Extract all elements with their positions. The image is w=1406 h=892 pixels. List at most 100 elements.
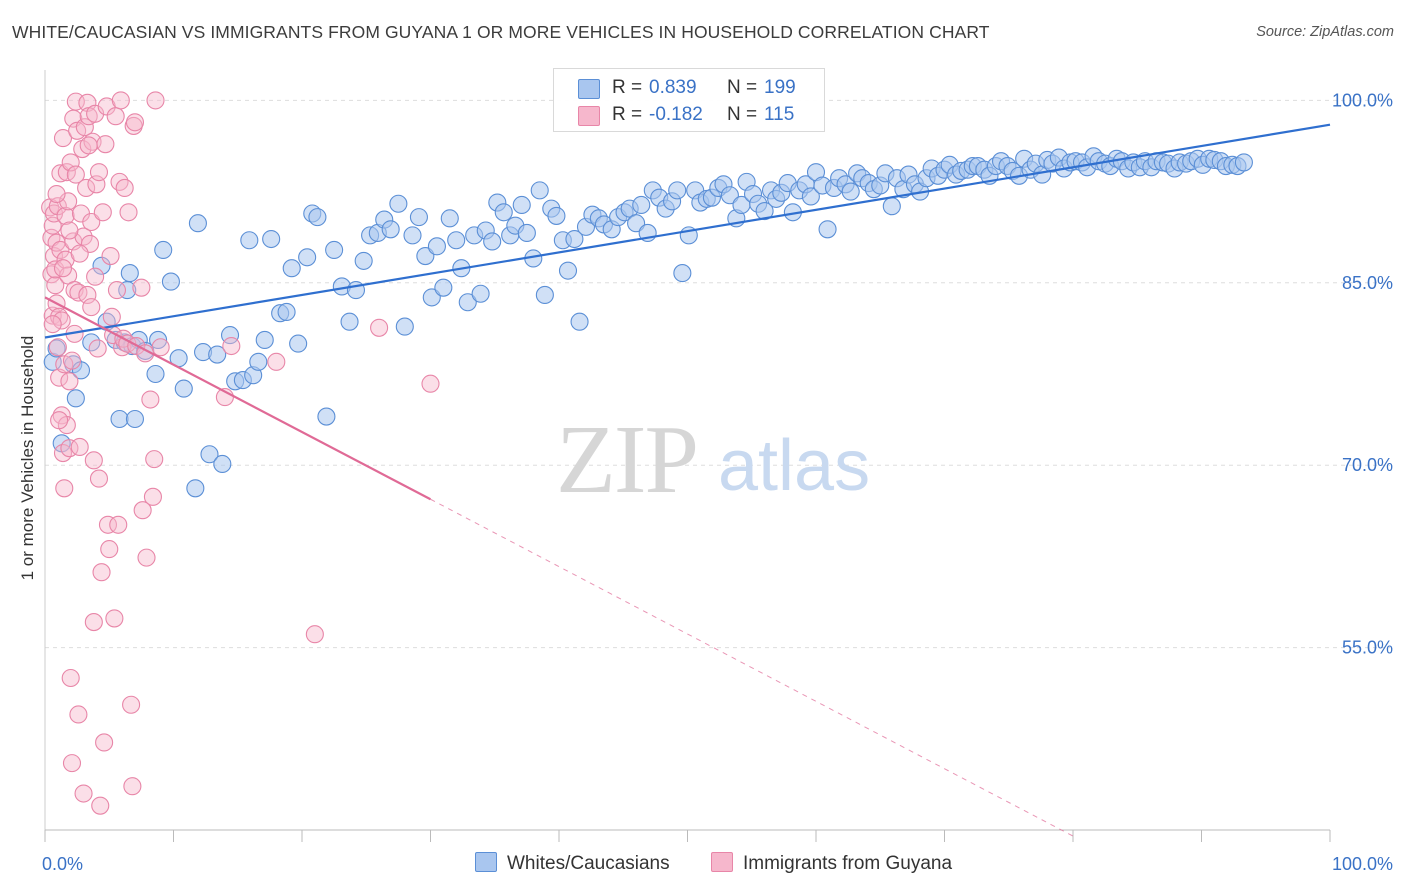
point-guyana [66,92,85,111]
legend-r-value: -0.182 [649,104,703,125]
chart-title: WHITE/CAUCASIAN VS IMMIGRANTS FROM GUYAN… [12,22,990,42]
point-guyana [421,374,440,393]
point-whites [818,220,837,239]
point-whites [801,187,820,206]
point-whites [66,389,85,408]
point-guyana [53,259,73,278]
trend-lines [44,123,1331,837]
point-guyana [267,352,286,371]
x-tick-label: 100.0% [1332,854,1393,874]
point-whites [755,202,774,221]
point-guyana [92,563,111,582]
point-whites [416,246,435,266]
bottom-legend-swatch-pink [711,852,733,872]
legend-n-value: 199 [764,77,796,98]
point-whites [289,334,308,353]
point-whites [440,209,459,228]
point-guyana [102,307,121,326]
point-guyana [146,91,165,110]
point-guyana [78,285,97,305]
point-whites [494,203,513,222]
point-guyana [47,184,66,204]
point-whites [547,206,566,225]
point-guyana [61,668,80,688]
point-whites [447,231,466,250]
bottom-legend-label-guyana: Immigrants from Guyana [743,853,953,874]
point-guyana [79,136,98,155]
legend-r-label: R = [612,77,643,98]
point-guyana [125,113,144,132]
y-tick-label: 100.0% [1332,90,1393,110]
point-guyana [50,411,69,430]
point-whites [249,352,268,371]
y-tick-label: 85.0% [1342,273,1393,293]
point-whites [841,182,860,201]
series-guyana-points [41,91,440,815]
source-credit: Source: ZipAtlas.com [1256,24,1394,40]
point-guyana [98,515,118,534]
point-guyana [137,548,156,567]
point-whites [262,229,281,249]
point-guyana [84,451,103,470]
point-guyana [100,540,119,559]
point-guyana [66,165,85,184]
point-whites [282,259,301,278]
trend-line-guyana [44,296,432,501]
watermark-zip: ZIP [556,406,697,514]
point-whites [149,330,168,350]
correlation-legend: R = 0.839 N = 199 R = -0.182 N = 115 [553,68,825,132]
point-whites [627,214,646,233]
legend-swatch-pink [578,106,600,126]
point-guyana [55,479,74,498]
bottom-legend-whites: Whites/Caucasians [475,852,670,875]
point-guyana [70,244,89,263]
point-guyana [74,784,93,803]
point-whites [71,361,91,380]
point-guyana [93,203,112,222]
point-whites [161,272,180,291]
point-guyana [59,192,78,211]
point-guyana [115,178,134,198]
point-whites [340,312,359,331]
point-whites [208,345,227,364]
point-whites [110,409,129,429]
point-whites [409,208,428,227]
point-guyana [151,338,170,357]
point-whites [458,293,477,312]
point-guyana [86,267,105,286]
point-whites [558,261,578,280]
point-whites [317,407,336,426]
point-guyana [89,469,109,488]
point-guyana [70,437,89,457]
legend-r-label: R = [612,104,643,125]
point-whites [298,248,317,267]
point-whites [570,312,589,331]
point-whites [720,186,739,205]
point-whites [146,364,165,384]
point-guyana [89,163,109,182]
point-guyana [105,609,124,628]
legend-n-label: N = [727,77,758,98]
point-guyana [123,777,142,796]
point-whites [673,264,692,283]
point-guyana [62,754,82,773]
point-whites [188,214,207,233]
watermark: ZIP atlas [556,406,870,514]
point-guyana [133,501,152,520]
point-guyana [109,515,128,534]
point-whites [530,181,549,200]
point-guyana [96,135,115,154]
trend-line-whites [44,123,1331,339]
bottom-legend-label-whites: Whites/Caucasians [507,853,670,874]
point-whites [882,197,901,216]
point-guyana [77,178,96,198]
point-guyana [46,276,65,295]
point-whites [325,240,344,260]
point-guyana [82,212,101,232]
point-whites [471,284,490,303]
point-guyana [69,705,88,724]
point-whites [381,220,400,239]
point-guyana [52,406,71,425]
point-whites [308,208,327,227]
